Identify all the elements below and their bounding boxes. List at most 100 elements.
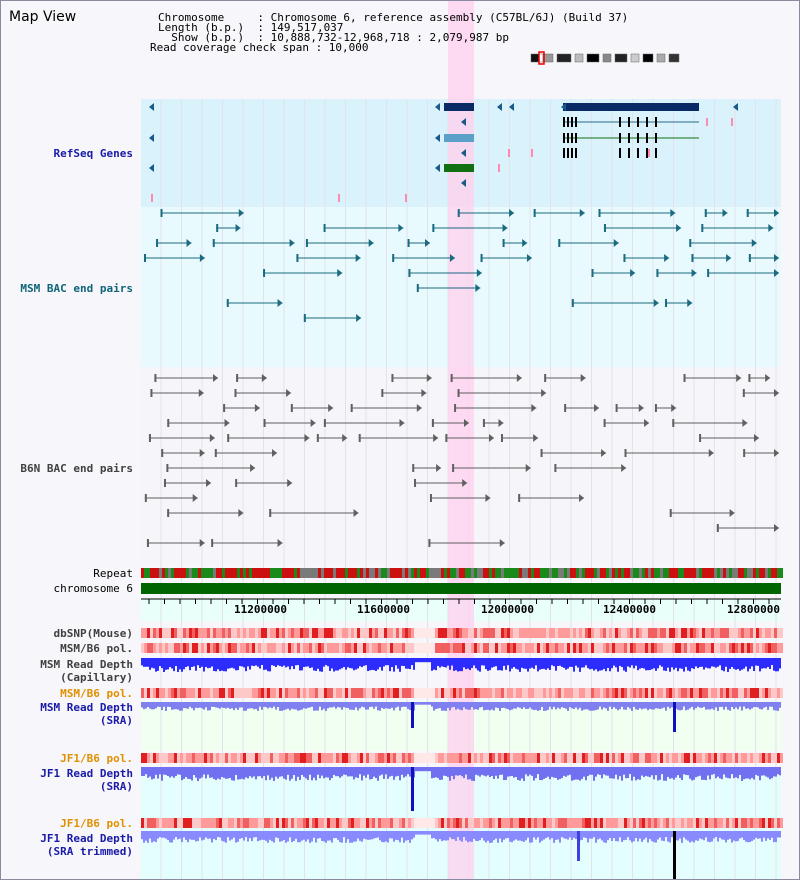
read-depth-bar (613, 767, 615, 779)
polymorphism-segment (393, 628, 396, 638)
read-depth-bar (185, 658, 187, 668)
polymorphism-segment (534, 643, 537, 653)
read-depth-bar (697, 831, 699, 841)
read-depth-bar (613, 831, 615, 839)
polymorphism-segment (495, 688, 498, 698)
read-depth-bar (267, 702, 269, 709)
polymorphism-segment (234, 643, 237, 653)
read-depth-bar (355, 767, 357, 778)
read-depth-bar (177, 702, 179, 710)
polymorphism-segment (348, 688, 351, 698)
read-depth-bar (219, 831, 221, 838)
read-depth-bar (381, 702, 383, 708)
read-depth-bar (195, 658, 197, 671)
track-label-jf1-read-depth-sra[interactable]: JF1 Read Depth (SRA) (40, 767, 133, 793)
read-depth-bar (503, 831, 505, 840)
track-label-msm-b6-pol[interactable]: MSM/B6 pol. (60, 642, 133, 655)
read-depth-bar (559, 658, 561, 666)
polymorphism-segment (348, 643, 351, 653)
polymorphism-segment (480, 643, 483, 653)
read-depth-bar (279, 658, 281, 666)
polymorphism-segment (717, 628, 720, 638)
read-depth-bar (569, 658, 571, 667)
read-depth-bar (211, 702, 213, 707)
track-label-jf1-read-depth-sra-trimmed[interactable]: JF1 Read Depth (SRA trimmed) (40, 832, 133, 858)
polymorphism-segment (579, 688, 582, 698)
polymorphism-segment (207, 643, 210, 653)
read-depth-bar (295, 767, 297, 781)
polymorphism-segment (435, 628, 438, 638)
read-depth-bar (245, 702, 247, 711)
read-depth-bar (511, 767, 513, 777)
track-label-msm-b6-pol-sra[interactable]: MSM/B6 pol. (60, 687, 133, 700)
repeat-segment (414, 568, 417, 578)
read-depth-bar (755, 702, 757, 707)
polymorphism-segment (285, 753, 288, 763)
polymorphism-segment (681, 818, 684, 828)
read-depth-bar (477, 831, 479, 842)
track-label-msm-read-depth-capillary[interactable]: MSM Read Depth (Capillary) (40, 658, 133, 684)
gene-arrow-marker (149, 103, 154, 111)
polymorphism-segment (741, 688, 744, 698)
polymorphism-segment (423, 643, 426, 653)
track-label-jf1-b6-pol[interactable]: JF1/B6 pol. (60, 752, 133, 765)
read-depth-bar (203, 831, 205, 840)
track-label-msm-bac-end-pairs[interactable]: MSM BAC end pairs (20, 282, 133, 295)
repeat-segment (306, 568, 309, 578)
read-depth-bar (417, 767, 419, 772)
read-depth-bar (723, 702, 725, 710)
track-label-msm-read-depth-sra[interactable]: MSM Read Depth (SRA) (40, 701, 133, 727)
polymorphism-segment (723, 628, 726, 638)
polymorphism-segment (192, 628, 195, 638)
polymorphism-segment (447, 628, 450, 638)
read-depth-bar (421, 767, 423, 772)
read-depth-bar (493, 767, 495, 779)
polymorphism-segment (510, 643, 513, 653)
polymorphism-segment (183, 753, 186, 763)
track-label-refseq-genes[interactable]: RefSeq Genes (53, 147, 133, 160)
polymorphism-segment (747, 818, 750, 828)
track-label-jf1-b6-pol-trimmed[interactable]: JF1/B6 pol. (60, 817, 133, 830)
read-depth-bar (523, 767, 525, 781)
read-depth-bar (573, 658, 575, 672)
read-depth-bar (521, 831, 523, 842)
repeat-segment (714, 568, 717, 578)
polymorphism-segment (318, 643, 321, 653)
read-depth-bar (311, 767, 313, 781)
read-depth-bar (231, 658, 233, 668)
polymorphism-segment (372, 818, 375, 828)
polymorphism-segment (675, 643, 678, 653)
read-depth-bar (649, 767, 651, 778)
polymorphism-segment (360, 688, 363, 698)
polymorphism-segment (426, 818, 429, 828)
track-label-dbsnp[interactable]: dbSNP(Mouse) (53, 627, 133, 640)
polymorphism-segment (744, 643, 747, 653)
polymorphism-segment (330, 818, 333, 828)
read-depth-bar (649, 658, 651, 671)
bac-arrow-marker (353, 509, 359, 517)
read-depth-bar (611, 658, 613, 669)
bac-arrow-marker (304, 434, 310, 442)
polymorphism-segment (615, 628, 618, 638)
polymorphism-segment (723, 688, 726, 698)
polymorphism-segment (450, 628, 453, 638)
repeat-segment (627, 568, 630, 578)
read-depth-bar (509, 767, 511, 777)
read-depth-bar (549, 767, 551, 780)
read-depth-bar (235, 767, 237, 775)
read-depth-bar (769, 658, 771, 669)
read-depth-bar (351, 831, 353, 843)
read-depth-bar (669, 767, 671, 779)
read-depth-bar (581, 767, 583, 779)
repeat-segment (645, 568, 648, 578)
bac-end-marker (263, 419, 266, 427)
repeat-segment (579, 568, 582, 578)
track-label-b6n-bac-end-pairs[interactable]: B6N BAC end pairs (20, 462, 133, 475)
polymorphism-segment (624, 818, 627, 828)
read-depth-bar (521, 767, 523, 779)
read-depth-bar (157, 702, 159, 707)
axis-tick-label: 12400000 (603, 603, 656, 616)
repeat-segment (168, 568, 171, 578)
feature-tick (508, 149, 510, 157)
polymorphism-segment (483, 818, 486, 828)
